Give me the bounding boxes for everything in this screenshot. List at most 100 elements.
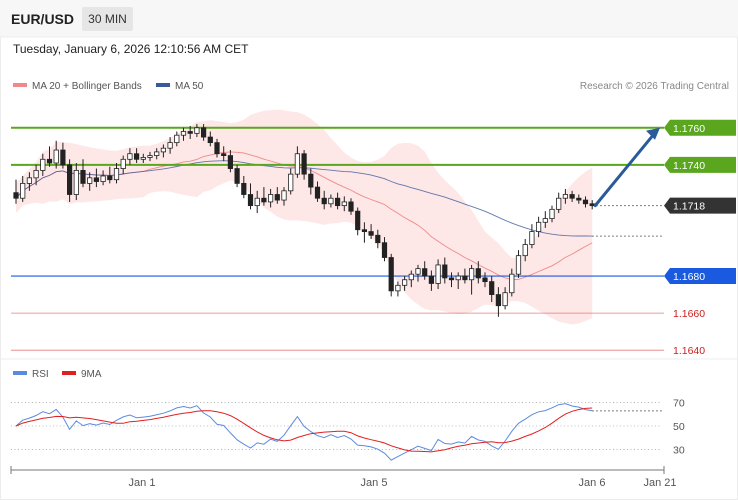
ma9-swatch [62, 371, 76, 376]
candle-up [100, 175, 106, 182]
candle-down [46, 158, 53, 164]
candle-down [187, 131, 193, 134]
candle-up [53, 149, 59, 164]
candle-up [288, 173, 294, 192]
price-level-label: 1.1680 [673, 271, 705, 283]
candle-down [93, 177, 99, 182]
candle-down [214, 142, 220, 155]
candle-down [582, 199, 589, 205]
price-level-label: 1.1640 [673, 345, 705, 357]
candle-down [80, 170, 86, 184]
rsi-swatch [13, 371, 27, 376]
research-credit: Research © 2026 Trading Central [579, 81, 729, 92]
candle-up [502, 292, 508, 307]
candle-up [167, 142, 173, 149]
candle-down [576, 197, 582, 201]
ma20-swatch [13, 83, 27, 88]
candle-up [254, 197, 260, 207]
candle-down [475, 268, 481, 279]
projection-arrow-line [593, 131, 657, 208]
rsi-tick-label: 30 [673, 444, 685, 456]
candle-down [495, 294, 502, 307]
candle-down [428, 275, 435, 284]
price-level-label: 1.1718 [673, 201, 705, 213]
candle-down [308, 173, 314, 188]
x-tick-label: Jan 6 [579, 477, 606, 489]
candle-down [355, 210, 361, 231]
x-tick-label: Jan 5 [361, 477, 388, 489]
rsi-ma-line [15, 407, 593, 453]
candle-up [556, 197, 562, 210]
candle-up [542, 218, 548, 223]
candle-down [368, 231, 374, 236]
candle-down [241, 182, 247, 195]
candle-up [415, 268, 421, 275]
candle-up [562, 194, 569, 199]
legend-rsi: RSI [13, 369, 49, 380]
candle-up [140, 157, 146, 160]
candle-up [328, 197, 334, 205]
rsi-tick-label: 70 [673, 398, 685, 410]
candle-down [133, 153, 140, 160]
candle-up [529, 231, 535, 245]
candle-up [154, 151, 160, 156]
candle-up [267, 194, 274, 203]
price-level-label: 1.1740 [673, 160, 705, 172]
candle-down [321, 197, 327, 205]
legend-ma50: MA 50 [156, 81, 203, 92]
candle-up [549, 208, 555, 220]
candle-up [522, 244, 528, 257]
candle-down [381, 242, 388, 258]
price-tag [664, 197, 736, 214]
rsi-tick-label: 50 [673, 421, 685, 433]
legend-rsi-label: RSI [32, 369, 49, 380]
bollinger-band [16, 109, 593, 325]
legend-9ma-label: 9MA [81, 369, 102, 380]
candle-up [468, 268, 475, 281]
candle-up [408, 273, 414, 281]
candle-up [536, 221, 542, 232]
candle-down [301, 153, 307, 175]
candle-up [401, 279, 408, 286]
candle-down [448, 277, 455, 281]
timeframe-button[interactable]: 30 MIN [82, 7, 133, 31]
ma50-swatch [156, 83, 170, 88]
candle-down [107, 175, 113, 181]
currency-pair-title: EUR/USD [11, 11, 75, 27]
rsi-line [15, 403, 593, 461]
candle-up [281, 190, 287, 201]
candle-down [334, 197, 341, 207]
price-tag [664, 156, 736, 173]
candle-up [515, 255, 522, 275]
legend-ma50-label: MA 50 [175, 81, 204, 92]
price-level-label: 1.1660 [673, 308, 705, 320]
candle-down [221, 153, 227, 156]
candle-down [361, 229, 368, 232]
x-tick-label: Jan 21 [643, 477, 676, 489]
candle-up [294, 153, 301, 175]
candle-down [314, 186, 321, 199]
x-tick-label: Jan 1 [129, 477, 156, 489]
candle-down [422, 268, 428, 277]
candle-up [40, 158, 46, 171]
price-level-label: 1.1760 [673, 123, 705, 135]
candle-down [388, 257, 394, 292]
candle-down [375, 234, 381, 244]
candle-down [569, 194, 575, 199]
candle-down [234, 168, 240, 184]
candle-down [60, 149, 66, 166]
candle-down [261, 197, 267, 203]
candle-up [174, 134, 180, 144]
candle-up [87, 177, 93, 184]
candle-down [348, 201, 354, 212]
candle-down [482, 277, 488, 283]
candle-down [227, 155, 233, 169]
candle-down [200, 127, 207, 138]
candle-up [395, 284, 401, 292]
candle-down [489, 281, 495, 295]
candle-up [341, 201, 347, 207]
candle-down [247, 194, 254, 207]
candle-up [509, 273, 515, 294]
candle-up [455, 275, 461, 281]
